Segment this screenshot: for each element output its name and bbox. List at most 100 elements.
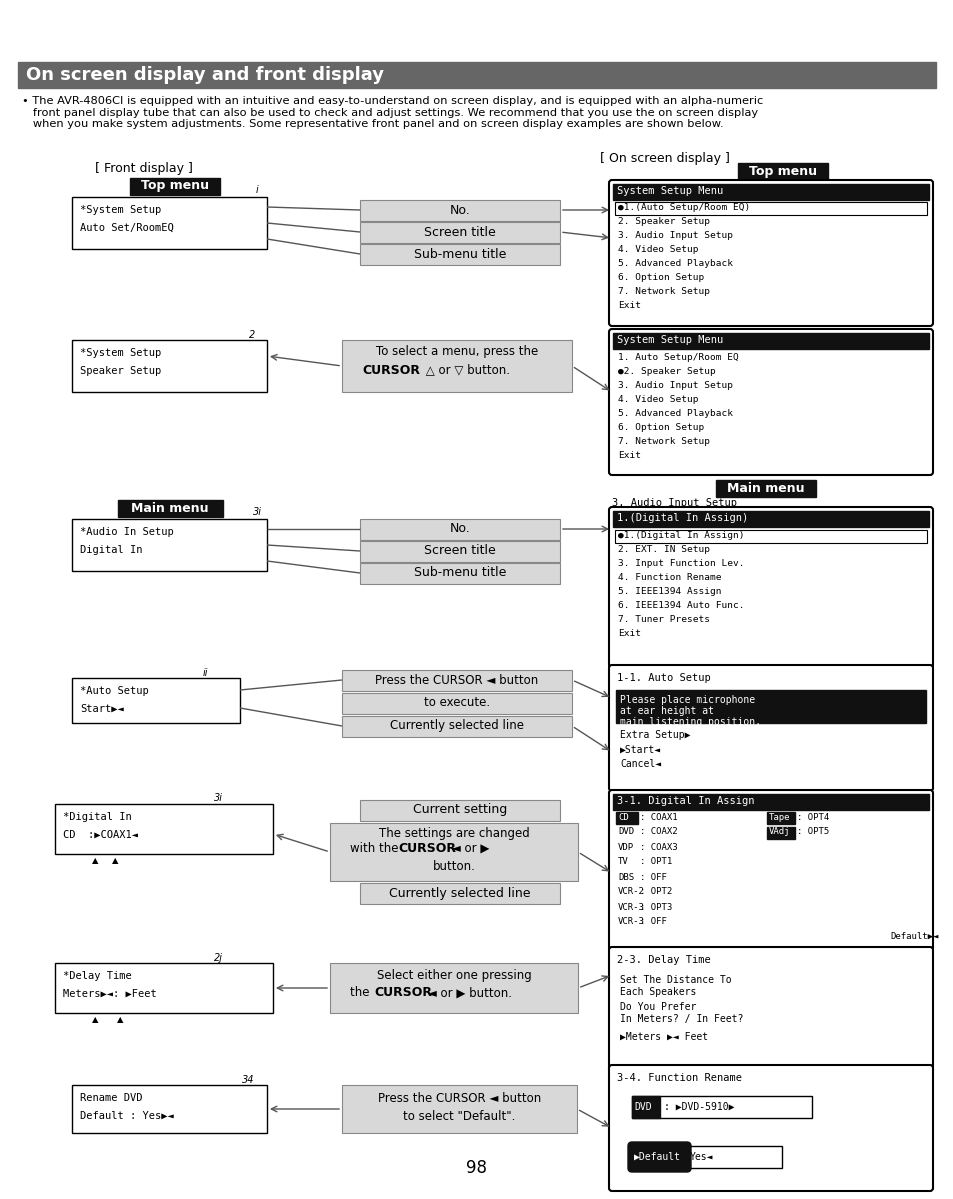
Text: Exit: Exit xyxy=(618,301,640,311)
Bar xyxy=(341,716,572,737)
Text: 1. Auto Setup/Room EQ: 1. Auto Setup/Room EQ xyxy=(618,353,738,362)
Text: 7. Network Setup: 7. Network Setup xyxy=(618,288,709,296)
Text: ◄ or ▶: ◄ or ▶ xyxy=(448,843,489,856)
Text: Screen title: Screen title xyxy=(424,544,496,558)
Text: Screen title: Screen title xyxy=(424,225,496,239)
Bar xyxy=(766,812,794,824)
Text: To select a menu, press the: To select a menu, press the xyxy=(375,345,537,359)
Bar xyxy=(738,163,827,180)
Text: : OPT2: : OPT2 xyxy=(639,887,672,897)
Bar xyxy=(71,341,267,392)
Bar xyxy=(616,689,925,723)
FancyBboxPatch shape xyxy=(627,1141,690,1171)
Bar xyxy=(359,200,559,221)
Text: System Setup Menu: System Setup Menu xyxy=(617,186,722,195)
Bar xyxy=(55,805,273,854)
Text: Current setting: Current setting xyxy=(413,803,507,817)
Text: *System Setup: *System Setup xyxy=(80,205,161,215)
Bar xyxy=(613,511,928,528)
Bar xyxy=(613,333,928,349)
Text: VAdj: VAdj xyxy=(768,827,790,837)
Bar xyxy=(71,519,267,571)
Text: 6. Option Setup: 6. Option Setup xyxy=(618,422,703,432)
Text: 4. Video Setup: 4. Video Setup xyxy=(618,394,698,404)
FancyBboxPatch shape xyxy=(608,947,932,1073)
Text: 5. Advanced Playback: 5. Advanced Playback xyxy=(618,409,732,417)
Bar xyxy=(359,564,559,584)
Text: Select either one pressing: Select either one pressing xyxy=(376,969,531,982)
Text: *Auto Setup: *Auto Setup xyxy=(80,686,149,695)
Text: 2. EXT. IN Setup: 2. EXT. IN Setup xyxy=(618,546,709,554)
Text: Default : Yes▶◄: Default : Yes▶◄ xyxy=(80,1111,173,1121)
Text: 3. Audio Input Setup: 3. Audio Input Setup xyxy=(612,498,737,508)
Text: main listening position.: main listening position. xyxy=(619,717,760,727)
Text: Main menu: Main menu xyxy=(726,482,804,494)
Text: *Digital In: *Digital In xyxy=(63,812,132,823)
Text: 5. IEEE1394 Assign: 5. IEEE1394 Assign xyxy=(618,588,720,596)
Text: : COAX3: : COAX3 xyxy=(639,843,677,851)
Bar xyxy=(71,677,240,723)
Text: △ or ▽ button.: △ or ▽ button. xyxy=(421,363,510,376)
Text: : OPT5: : OPT5 xyxy=(796,827,828,837)
Text: Sub-menu title: Sub-menu title xyxy=(414,566,506,579)
Text: Yes◄: Yes◄ xyxy=(689,1152,713,1162)
Text: Top menu: Top menu xyxy=(748,164,816,177)
Text: i: i xyxy=(255,185,258,195)
Text: VCR-3: VCR-3 xyxy=(618,917,644,927)
Bar xyxy=(615,201,926,215)
Bar xyxy=(330,963,578,1013)
Text: 3-4. Function Rename: 3-4. Function Rename xyxy=(617,1073,741,1083)
Text: ▶Start◄: ▶Start◄ xyxy=(619,745,660,755)
Bar xyxy=(613,183,928,200)
Text: Each Speakers: Each Speakers xyxy=(619,987,696,998)
Text: 7. Tuner Presets: 7. Tuner Presets xyxy=(618,615,709,625)
Text: On screen display and front display: On screen display and front display xyxy=(26,66,384,84)
Bar xyxy=(341,341,572,392)
Text: 5. Advanced Playback: 5. Advanced Playback xyxy=(618,259,732,269)
Text: Main menu: Main menu xyxy=(132,501,209,514)
Text: In Meters? / In Feet?: In Meters? / In Feet? xyxy=(619,1014,742,1024)
Text: VCR-3: VCR-3 xyxy=(618,903,644,911)
Bar xyxy=(118,500,223,517)
Text: 2-3. Delay Time: 2-3. Delay Time xyxy=(617,954,710,965)
Bar xyxy=(359,541,559,562)
FancyBboxPatch shape xyxy=(608,1065,932,1191)
Text: ●1.(Digital In Assign): ●1.(Digital In Assign) xyxy=(618,531,743,541)
Text: • The AVR-4806CI is equipped with an intuitive and easy-to-understand on screen : • The AVR-4806CI is equipped with an int… xyxy=(22,96,762,129)
Bar xyxy=(330,823,578,881)
Text: at ear height at: at ear height at xyxy=(619,706,713,716)
Text: ◄ or ▶ button.: ◄ or ▶ button. xyxy=(423,987,512,1000)
Text: 3. Audio Input Setup: 3. Audio Input Setup xyxy=(618,231,732,241)
Text: CURSOR: CURSOR xyxy=(361,363,419,376)
Text: : COAX2: : COAX2 xyxy=(639,827,677,837)
Text: 3i: 3i xyxy=(253,507,261,517)
FancyBboxPatch shape xyxy=(608,329,932,475)
Text: CURSOR: CURSOR xyxy=(397,843,456,856)
Text: 1-1. Auto Setup: 1-1. Auto Setup xyxy=(617,673,710,683)
Text: Tape: Tape xyxy=(768,813,790,821)
Text: 34: 34 xyxy=(241,1076,254,1085)
Text: 1.(Digital In Assign): 1.(Digital In Assign) xyxy=(617,513,747,523)
Text: ▲: ▲ xyxy=(91,1016,98,1024)
Text: Speaker Setup: Speaker Setup xyxy=(80,366,161,376)
Text: Currently selected line: Currently selected line xyxy=(389,886,530,899)
Bar xyxy=(18,62,935,88)
Text: : OFF: : OFF xyxy=(639,917,666,927)
Text: 6. Option Setup: 6. Option Setup xyxy=(618,273,703,283)
Text: : OPT1: : OPT1 xyxy=(639,857,672,867)
Text: Please place microphone: Please place microphone xyxy=(619,695,755,705)
Text: *Delay Time: *Delay Time xyxy=(63,971,132,981)
Text: the: the xyxy=(350,987,373,1000)
Text: Digital In: Digital In xyxy=(80,546,142,555)
Text: ▶Meters ▶◄ Feet: ▶Meters ▶◄ Feet xyxy=(619,1032,707,1042)
Bar xyxy=(766,827,794,839)
Text: DVD: DVD xyxy=(618,827,634,837)
Text: ●1.(Auto Setup/Room EQ): ●1.(Auto Setup/Room EQ) xyxy=(618,204,749,212)
Bar xyxy=(359,245,559,265)
Bar xyxy=(359,222,559,243)
Bar xyxy=(55,963,273,1013)
Text: button.: button. xyxy=(432,860,475,873)
Text: 3i: 3i xyxy=(213,793,222,803)
Text: Exit: Exit xyxy=(618,629,640,639)
Text: ii: ii xyxy=(202,668,208,677)
